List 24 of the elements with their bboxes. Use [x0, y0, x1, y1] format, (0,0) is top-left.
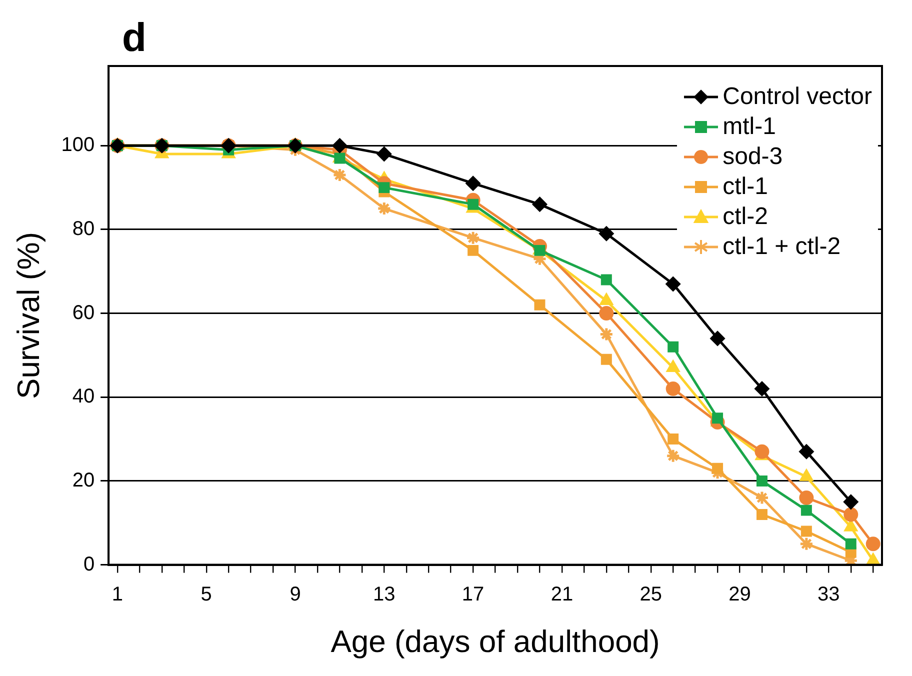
legend-label: ctl-2 [722, 202, 768, 232]
y-tick-label: 60 [72, 302, 95, 324]
legend-label: sod-3 [722, 142, 783, 172]
legend-label: ctl-1 [722, 172, 768, 202]
x-tick-label: 9 [290, 583, 301, 606]
y-tick-label: 40 [72, 386, 95, 408]
legend-label: mtl-1 [722, 112, 776, 142]
y-tick-label: 80 [72, 218, 95, 240]
x-tick-label: 1 [112, 583, 124, 606]
x-axis-title: Age (days of adulthood) [330, 624, 660, 659]
y-tick-label: 100 [61, 134, 95, 156]
y-axis-title: Survival (%) [11, 232, 46, 399]
legend-label: ctl-1 + ctl-2 [722, 232, 841, 262]
y-tick-label: 20 [72, 469, 95, 492]
x-tick-label: 21 [550, 583, 574, 606]
legend-label: Control vector [722, 82, 872, 112]
x-tick-label: 25 [640, 583, 662, 606]
x-tick-label: 17 [462, 583, 484, 606]
x-tick-label: 33 [818, 583, 840, 606]
x-tick-label: 29 [728, 583, 751, 606]
chart-title: d [122, 16, 146, 60]
y-tick-label: 0 [83, 553, 95, 576]
x-tick-label: 13 [373, 583, 396, 606]
x-tick-label: 5 [200, 583, 212, 606]
